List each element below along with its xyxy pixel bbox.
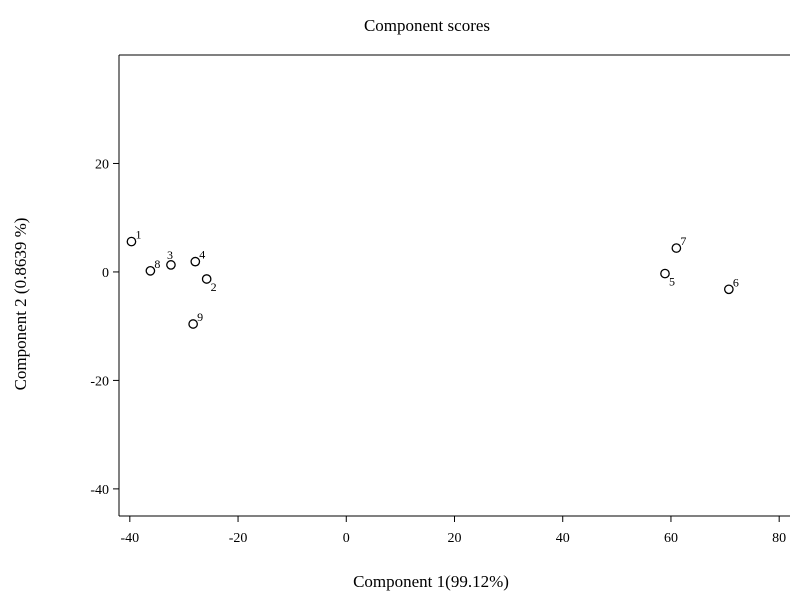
point-label-8: 8 [154,257,160,271]
scatter-point-5 [660,268,670,279]
x-tick-label: 40 [556,531,570,546]
y-tick-label: 0 [102,266,109,281]
x-tick-label: 80 [772,531,786,546]
scatter-point-7 [671,243,682,253]
x-tick-label: 0 [343,531,350,546]
x-axis-label: Component 1(99.12%) [353,572,509,591]
y-axis-ticks: -40 -20 0 20 [90,157,119,498]
x-axis-ticks: -40 -20 0 20 40 60 80 [120,516,786,546]
x-tick-label: -20 [229,531,248,546]
data-points: 1 2 3 4 5 6 7 8 9 [126,228,739,329]
scatter-point-3 [166,260,176,270]
x-tick-label: -40 [120,531,139,546]
scatter-point-8 [145,266,156,276]
scatter-point-2 [201,274,212,284]
scatter-point-6 [724,284,734,295]
scatter-point-1 [126,236,137,247]
y-axis-label: Component 2 (0.8639 %) [11,218,30,391]
point-label-5: 5 [669,275,675,289]
y-tick-label: -40 [90,483,109,498]
point-label-7: 7 [680,234,686,248]
scatter-point-4 [190,256,201,267]
y-tick-label: -20 [90,374,109,389]
point-label-3: 3 [167,248,173,262]
point-label-6: 6 [733,275,739,289]
point-label-1: 1 [135,228,141,242]
chart-title: Component scores [364,16,490,35]
point-label-9: 9 [197,310,203,324]
scatter-point-9 [188,319,198,329]
plot-frame [118,54,790,517]
x-tick-label: 60 [664,531,678,546]
point-label-4: 4 [199,248,205,262]
y-tick-label: 20 [95,157,109,172]
point-label-2: 2 [211,280,217,294]
x-tick-label: 20 [448,531,462,546]
